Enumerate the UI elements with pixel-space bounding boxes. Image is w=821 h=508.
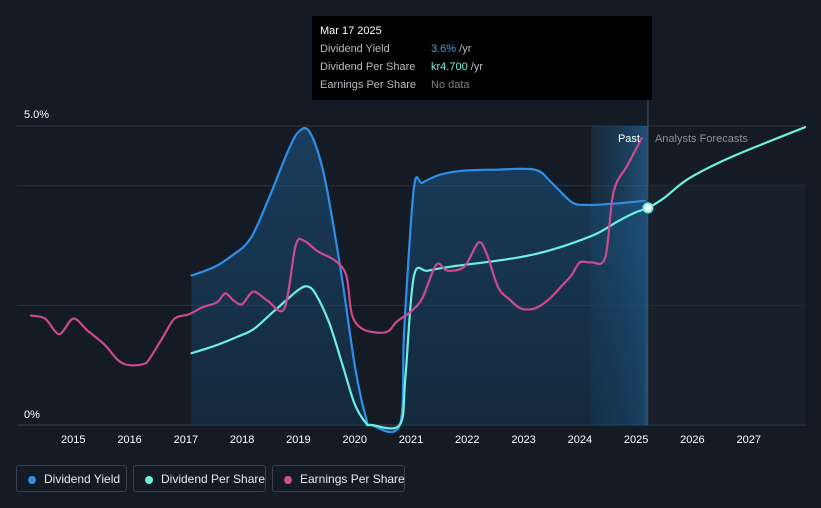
dividend-history-chart: 5.0% 0% 2015 2016 2017 2018 2019 2020 2021 2022 20… [17,100,807,446]
x-tick-label: 2018 [230,434,254,446]
axes: 5.0% 0% 2015 2016 2017 2018 2019 2020 2021 2022 20… [24,109,761,446]
tooltip-value: kr4.700 [431,61,468,73]
legend-dividend-per-share[interactable]: Dividend Per Share [133,465,266,492]
tooltip-value: No data [431,79,470,91]
x-tick-label: 2026 [680,434,704,446]
legend-label: Earnings Per Share [300,472,405,486]
forecast-zone-label: Analysts Forecasts [655,133,748,145]
tooltip-label: Dividend Yield [320,43,390,55]
forecast-region-band [647,184,805,425]
x-tick-label: 2017 [174,434,198,446]
tooltip-row-earnings-per-share: Earnings Per Share No data [320,79,650,91]
x-tick-label: 2019 [286,434,310,446]
legend-dot-icon [284,476,292,484]
legend-earnings-per-share[interactable]: Earnings Per Share [272,465,405,492]
x-tick-label: 2022 [455,434,479,446]
tooltip-unit: /yr [467,61,483,73]
x-tick-label: 2021 [399,434,423,446]
tooltip-value: 3.6% [431,43,457,55]
earnings-per-share-line [30,136,643,367]
tooltip-label: Earnings Per Share [320,79,416,91]
legend-dividend-yield[interactable]: Dividend Yield [16,465,127,492]
x-tick-label: 2027 [736,434,760,446]
legend-label: Dividend Yield [44,472,121,486]
current-value-marker [642,202,654,214]
x-tick-label: 2023 [511,434,535,446]
legend-dot-icon [145,476,153,484]
chart-series [30,126,807,434]
x-tick-label: 2015 [61,434,85,446]
legend-label: Dividend Per Share [161,472,266,486]
y-tick-label: 0% [24,409,40,421]
tooltip-row-dividend-yield: Dividend Yield 3.6% /yr [320,43,650,55]
tooltip-unit: /yr [456,43,472,55]
tooltip-row-dividend-per-share: Dividend Per Share kr4.700 /yr [320,61,650,73]
tooltip-label: Dividend Per Share [320,61,416,73]
legend-dot-icon [28,476,36,484]
hover-tooltip: Mar 17 2025 Dividend Yield 3.6% /yr Divi… [312,16,652,100]
x-tick-label: 2016 [117,434,141,446]
tooltip-date: Mar 17 2025 [320,25,382,37]
dividend-yield-line [190,127,646,434]
dividend-yield-area [191,128,645,433]
past-zone-label: Past [618,133,640,145]
x-tick-label: 2024 [568,434,592,446]
x-tick-label: 2020 [342,434,366,446]
x-tick-label: 2025 [624,434,648,446]
y-tick-label: 5.0% [24,109,49,121]
